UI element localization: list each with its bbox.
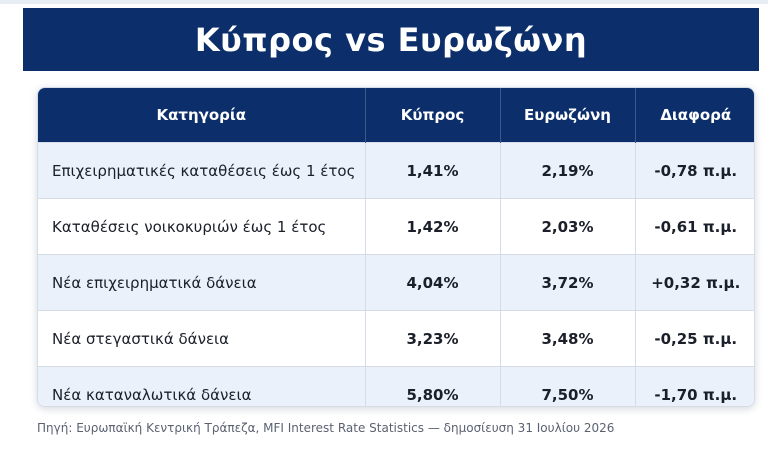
category-cell: Καταθέσεις νοικοκυριών έως 1 έτος [38, 198, 366, 255]
header-difference: Διαφορά [635, 88, 754, 143]
page-title: Κύπρος vs Ευρωζώνη [194, 20, 588, 59]
title-banner: Κύπρος vs Ευρωζώνη [23, 8, 759, 71]
cyprus-cell: 5,80% [365, 366, 501, 406]
eurozone-cell: 2,19% [500, 142, 636, 199]
header-eurozone: Ευρωζώνη [500, 88, 636, 143]
table-row: Νέα στεγαστικά δάνεια 3,23% 3,48% -0,25 … [38, 310, 754, 367]
source-note: Πηγή: Ευρωπαϊκή Κεντρική Τράπεζα, MFI In… [37, 421, 615, 435]
table-row: Νέα επιχειρηματικά δάνεια 4,04% 3,72% +0… [38, 254, 754, 311]
top-strip [0, 0, 768, 4]
cyprus-cell: 1,41% [365, 142, 501, 199]
eurozone-cell: 2,03% [500, 198, 636, 255]
category-cell: Επιχειρηματικές καταθέσεις έως 1 έτος [38, 142, 366, 199]
table-row: Νέα καταναλωτικά δάνεια 5,80% 7,50% -1,7… [38, 366, 754, 406]
difference-cell: -0,25 π.μ. [635, 310, 754, 367]
difference-cell: -0,78 π.μ. [635, 142, 754, 199]
category-cell: Νέα καταναλωτικά δάνεια [38, 366, 366, 406]
difference-cell: -0,61 π.μ. [635, 198, 754, 255]
table-row: Καταθέσεις νοικοκυριών έως 1 έτος 1,42% … [38, 198, 754, 255]
cyprus-cell: 1,42% [365, 198, 501, 255]
table-header-row: Κατηγορία Κύπρος Ευρωζώνη Διαφορά [38, 88, 754, 143]
category-cell: Νέα επιχειρηματικά δάνεια [38, 254, 366, 311]
header-category: Κατηγορία [38, 88, 366, 143]
difference-cell: -1,70 π.μ. [635, 366, 754, 406]
cyprus-cell: 3,23% [365, 310, 501, 367]
eurozone-cell: 3,72% [500, 254, 636, 311]
comparison-table: Κατηγορία Κύπρος Ευρωζώνη Διαφορά Επιχει… [37, 87, 755, 407]
cyprus-cell: 4,04% [365, 254, 501, 311]
difference-cell: +0,32 π.μ. [635, 254, 754, 311]
header-cyprus: Κύπρος [365, 88, 501, 143]
eurozone-cell: 3,48% [500, 310, 636, 367]
category-cell: Νέα στεγαστικά δάνεια [38, 310, 366, 367]
eurozone-cell: 7,50% [500, 366, 636, 406]
table-row: Επιχειρηματικές καταθέσεις έως 1 έτος 1,… [38, 142, 754, 199]
